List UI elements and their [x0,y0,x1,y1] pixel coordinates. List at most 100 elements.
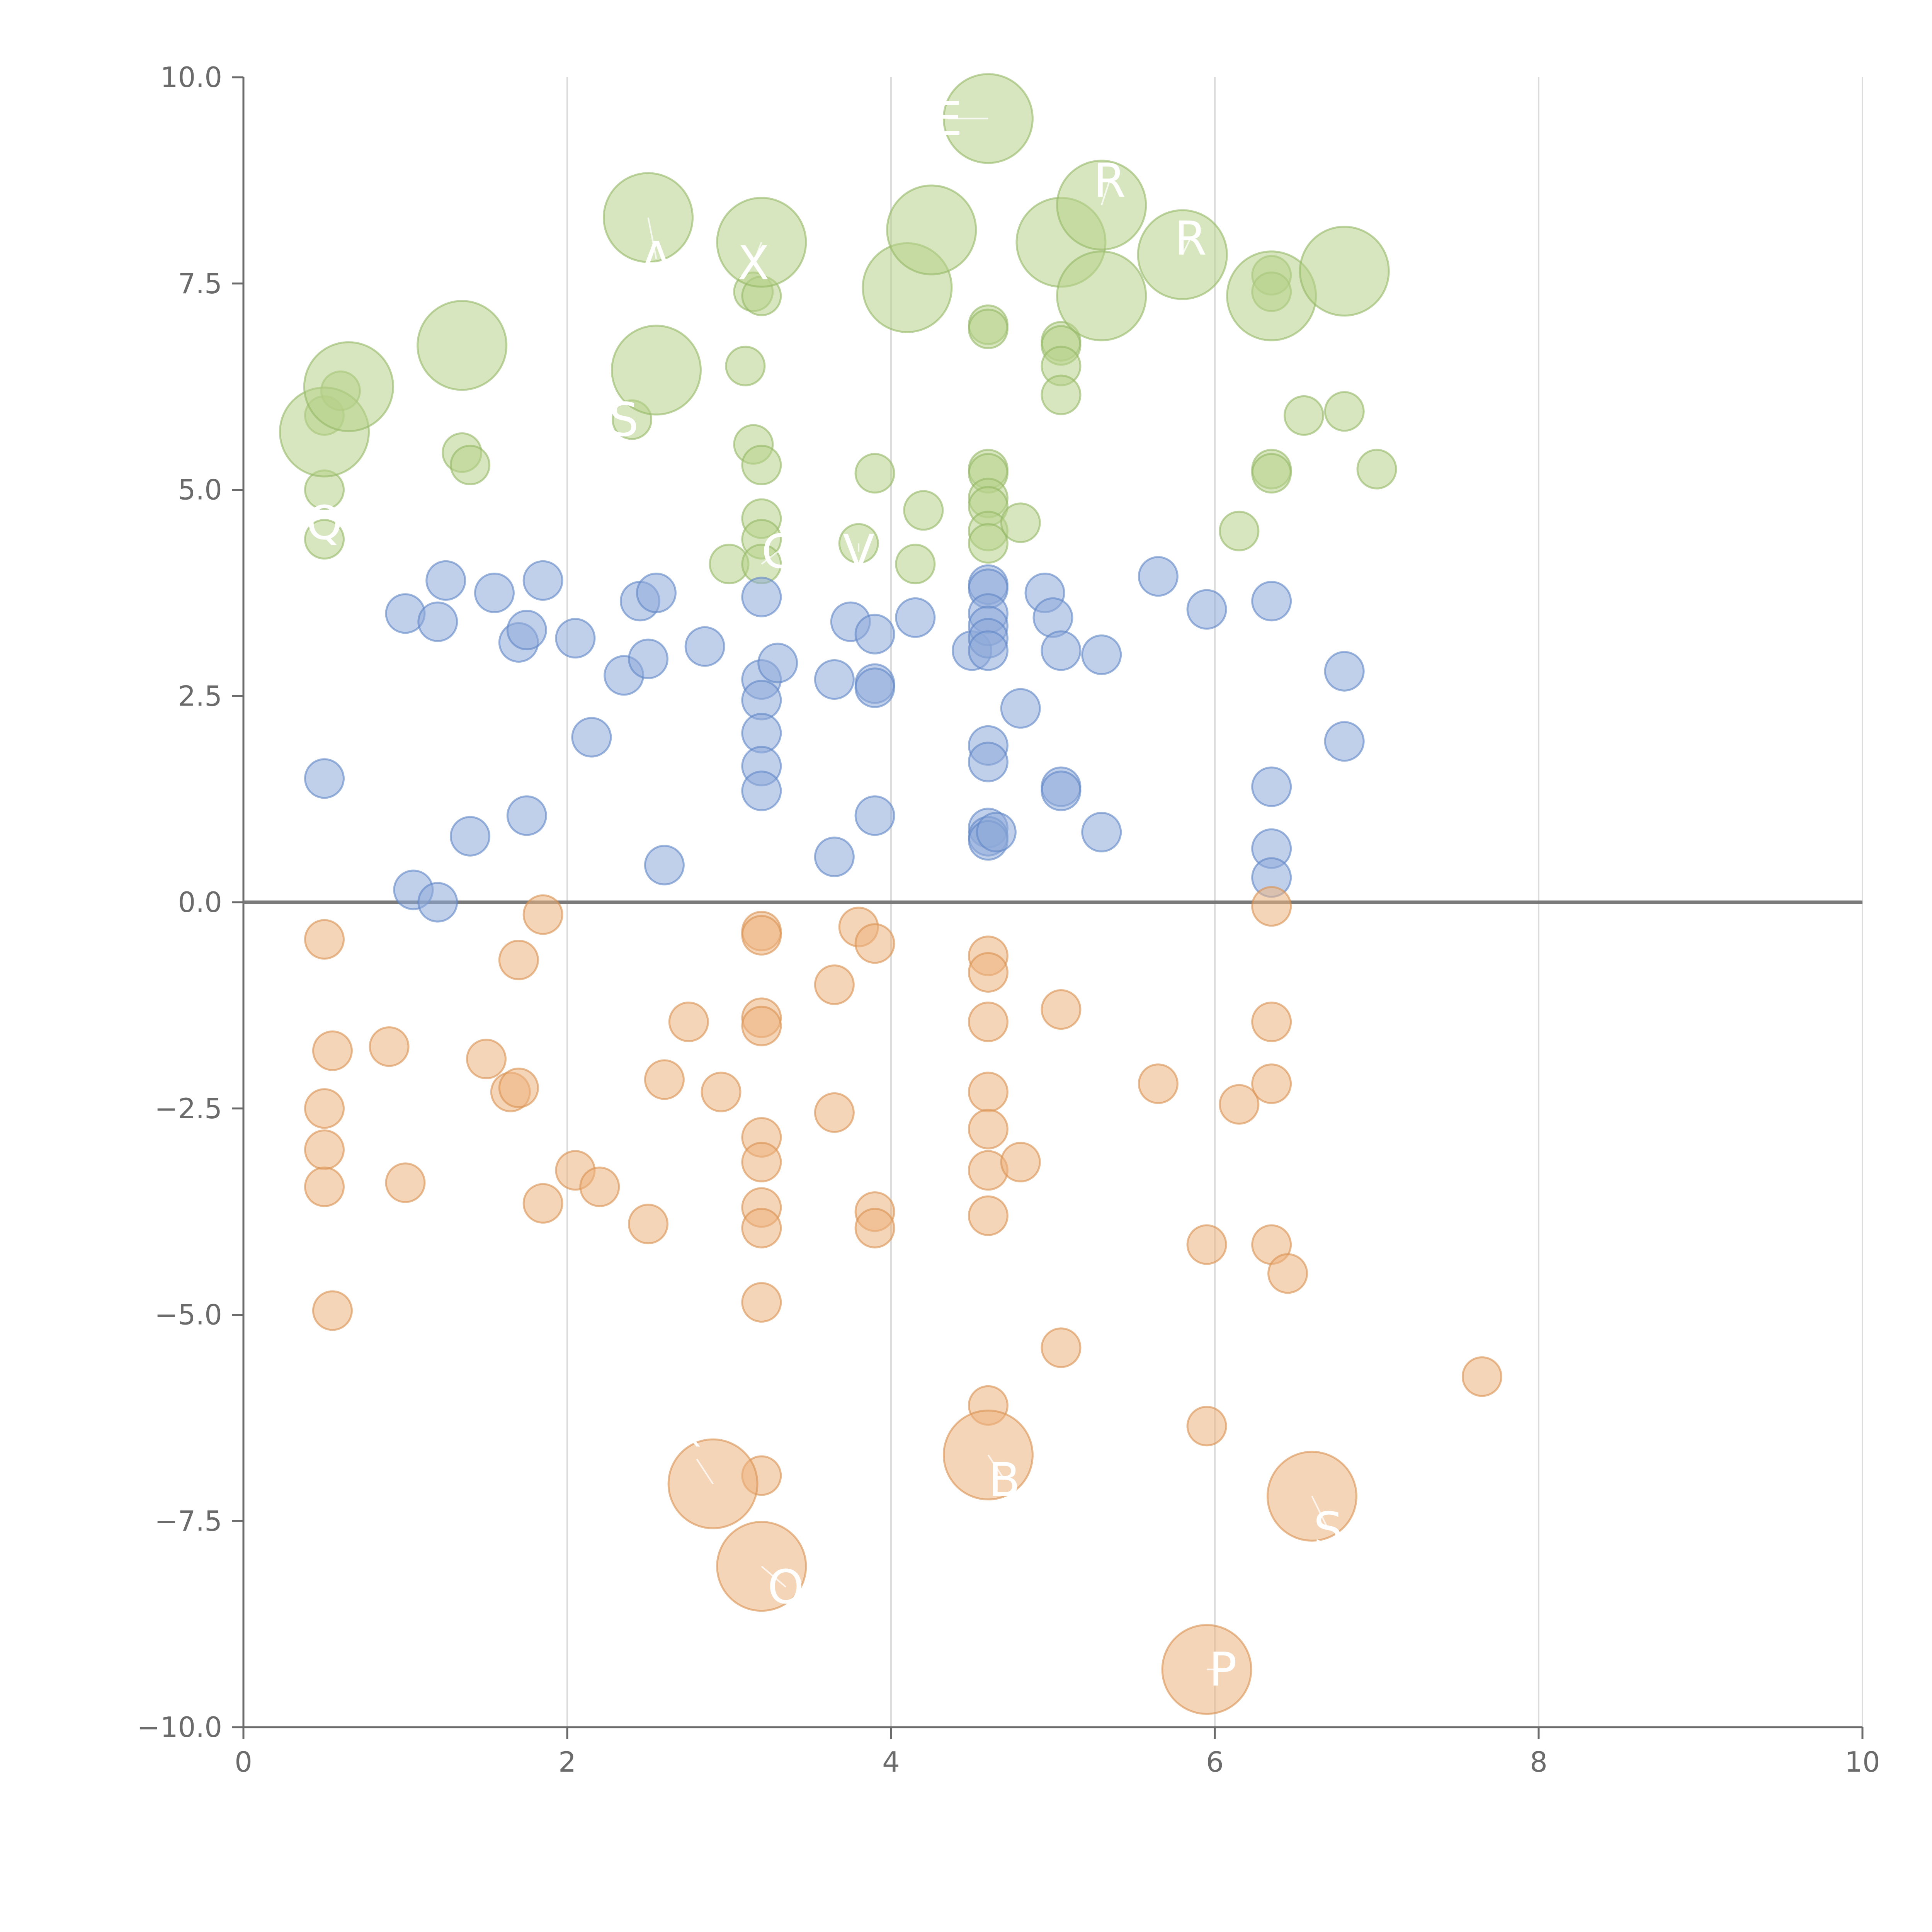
point-label: X [738,236,769,290]
green-data-point [450,444,491,485]
orange-data-point [1251,886,1292,927]
blue-data-point [1138,556,1179,597]
point-label: ` [685,1433,708,1486]
point-label: O [767,1561,804,1614]
blue-data-point [417,882,458,923]
green-data-point [1219,510,1260,551]
green-data-point [1041,374,1082,415]
orange-data-point [1186,1224,1227,1265]
y-tick-label: 0.0 [178,886,222,918]
blue-data-point [506,609,547,650]
orange-data-point [304,1129,345,1170]
point-label: R [1174,212,1206,265]
label-leader-line [696,1459,714,1485]
orange-data-point [498,1067,539,1108]
blue-data-point [854,667,895,708]
x-tick-label: 6 [1206,1746,1224,1778]
blue-data-point [741,770,782,811]
blue-data-point [1041,630,1082,671]
x-tick-label: 2 [558,1746,576,1778]
orange-data-point [741,1142,782,1183]
blue-data-point [1324,651,1365,692]
green-data-point [741,444,782,485]
blue-data-point [555,618,596,659]
point-label: Q [306,497,342,550]
orange-data-point [498,939,539,980]
point-label: V [843,526,874,579]
axes: 0 2 4 6 8 10 10.0 7.5 5.0 2.5 0.0 −2.5 −5.0 −7.5 −10.0 [137,61,1880,1778]
orange-data-point [385,1162,426,1203]
y-tick-label: −10.0 [137,1711,222,1743]
orange-data-point [579,1167,620,1208]
blue-data-point [506,795,547,836]
orange-data-point [1186,1406,1227,1447]
blue-data-point [976,812,1017,853]
orange-data-point [522,1183,563,1224]
x-tick-label: 8 [1530,1746,1548,1778]
blue-data-point [895,597,936,638]
orange-data-point [854,923,895,964]
orange-data-point [854,1208,895,1248]
blue-data-point [814,837,855,878]
point-label: E [933,92,963,146]
blue-data-point [522,560,563,601]
point-labels: Q X A VC E RR S B S O P ` [306,92,1343,1697]
orange-data-point [668,1002,709,1043]
orange-data-point [1461,1356,1502,1397]
point-label: C [762,526,794,579]
blue-data-point [425,560,466,601]
green-data-point [417,300,508,391]
green-data-point [886,184,977,276]
blue-data-point [474,572,515,613]
orange-data-point [814,1092,855,1133]
y-tick-label: −7.5 [155,1505,222,1537]
label-leader-line [752,242,762,264]
point-label: P [1209,1643,1237,1697]
y-tick-label: 5.0 [178,474,222,506]
orange-data-point [968,1002,1009,1043]
point-label: B [988,1454,1020,1507]
orange-data-point [304,1167,345,1208]
orange-data-point [741,1005,782,1046]
blue-data-point [1186,589,1227,630]
green-data-point [1356,449,1397,490]
y-tick-label: 2.5 [178,680,222,712]
x-tick-label: 0 [235,1746,252,1778]
blue-data-point [644,845,685,886]
y-tick-label: −5.0 [155,1299,222,1331]
orange-data-point [1138,1063,1179,1104]
orange-data-point [644,1059,685,1100]
green-data-point [895,544,936,585]
orange-data-point [968,1071,1009,1112]
blue-data-point [684,626,725,667]
blue-data-point [757,643,798,684]
orange-data-point [628,1204,668,1245]
label-leader-line [1100,180,1111,206]
blue-data-point [968,742,1009,782]
blue-data-point [450,816,491,857]
green-data-point [968,308,1009,349]
green-data-point [1056,250,1147,342]
point-label: S [1313,1503,1343,1557]
blue-data-point [636,572,677,613]
blue-data-point [968,630,1009,671]
orange-data-point [1000,1142,1041,1183]
orange-data-point [522,894,563,935]
green-data-point [304,519,345,560]
blue-data-point [854,795,895,836]
label-leader-line [987,1454,1005,1480]
label-leader-line [761,551,778,565]
orange-data-point [1219,1084,1260,1125]
blue-data-point [1081,812,1122,853]
label-leader-line [1182,238,1191,255]
y-tick-label: −2.5 [155,1092,222,1125]
orange-data-point [701,1071,742,1112]
point-label: A [640,233,672,286]
orange-data-point [304,1088,345,1129]
orange-data-point [1267,1253,1308,1294]
green-data-point [1324,391,1365,432]
point-label: S [609,393,639,447]
green-data-point [725,345,766,386]
blue-data-point [571,717,612,758]
